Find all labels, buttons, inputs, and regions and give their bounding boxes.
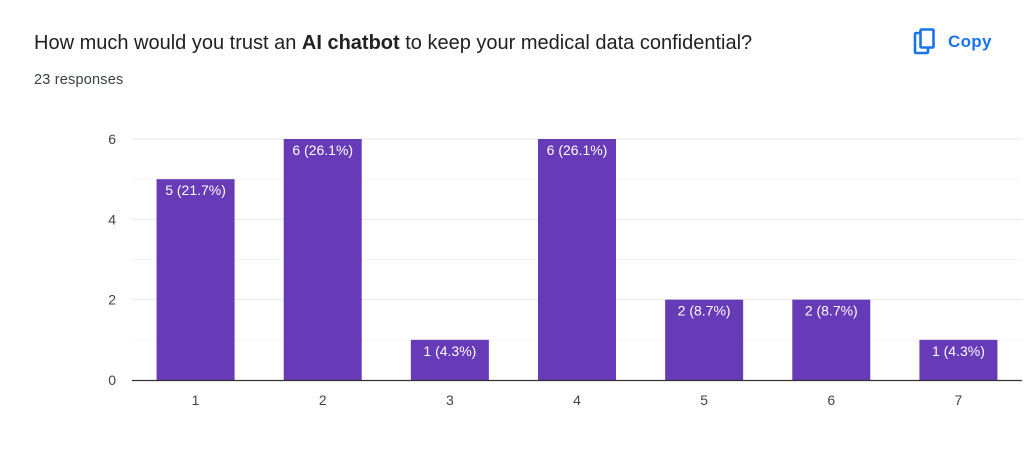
data-label: 1 (4.3%) [932, 343, 985, 359]
y-tick-label: 4 [108, 211, 116, 227]
bar-6 [792, 299, 871, 380]
question-title-prefix: How much would you trust an [34, 32, 302, 54]
response-count: 23 responses [34, 72, 124, 88]
question-title: How much would you trust an AI chatbot t… [34, 32, 752, 55]
bar-4 [538, 139, 616, 380]
copy-button[interactable]: Copy [906, 24, 1002, 60]
x-tick-label: 6 [827, 392, 835, 408]
bar-3 [410, 339, 489, 380]
chart-bars [156, 139, 998, 380]
y-tick-label: 6 [108, 131, 116, 147]
bar-2 [283, 139, 362, 380]
y-tick-label: 0 [108, 372, 116, 388]
y-tick-label: 2 [108, 292, 116, 308]
copy-button-label: Copy [948, 32, 992, 51]
question-title-bold: AI chatbot [301, 32, 400, 54]
x-tick-label: 2 [319, 392, 327, 408]
bar-7 [919, 339, 998, 380]
chart-data-labels: 5 (21.7%) 6 (26.1%) 1 (4.3%) 6 (26.1%) 2 (8.… [165, 142, 985, 359]
chart-axes: 0 2 4 6 1 2 3 4 5 6 7 [108, 131, 1022, 408]
copy-icon [913, 28, 935, 55]
x-tick-label: 1 [192, 392, 200, 408]
question-title-suffix: to keep your medical data confidential? [399, 32, 753, 54]
data-label: 2 (8.7%) [678, 303, 731, 319]
bar-5 [665, 299, 744, 380]
bar-1 [156, 179, 235, 380]
x-tick-label: 3 [446, 392, 454, 408]
data-label: 1 (4.3%) [423, 343, 476, 359]
data-label: 6 (26.1%) [547, 142, 608, 158]
data-label: 6 (26.1%) [292, 142, 353, 158]
data-label: 2 (8.7%) [805, 303, 858, 319]
x-tick-label: 4 [573, 392, 581, 408]
x-tick-label: 5 [700, 392, 708, 408]
data-label: 5 (21.7%) [165, 182, 226, 198]
x-tick-label: 7 [955, 392, 963, 408]
